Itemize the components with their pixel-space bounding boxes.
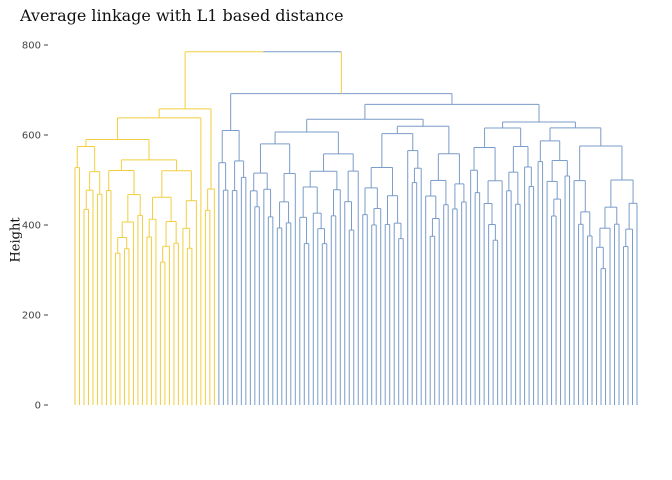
y-tick-label: 0 xyxy=(35,401,41,412)
chart-title: Average linkage with L1 based distance xyxy=(20,6,344,25)
y-tick-label: 800 xyxy=(22,41,41,52)
y-tick-label: 600 xyxy=(22,131,41,142)
y-tick-label: 400 xyxy=(22,221,41,232)
y-tick-label: 200 xyxy=(22,311,41,322)
